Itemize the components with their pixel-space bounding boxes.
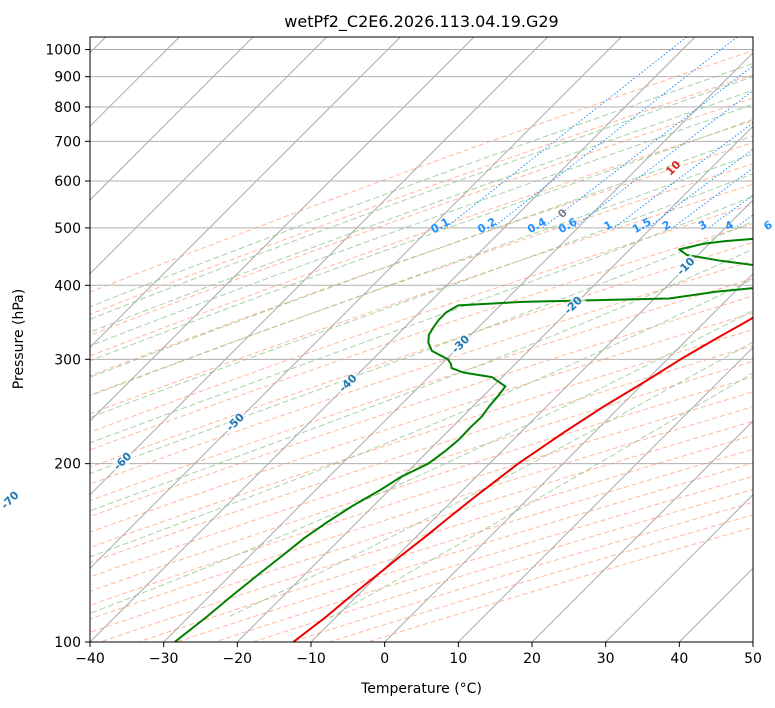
x-tick-label: 50 — [744, 651, 762, 667]
isotherm-label-bg — [673, 253, 700, 280]
isotherm-line — [90, 37, 622, 570]
dry-adiabat-line — [90, 328, 753, 548]
moist-adiabat-line — [90, 63, 753, 308]
dry-adiabat-line — [214, 475, 753, 642]
mixing-ratio-line — [492, 37, 738, 229]
x-tick-label: 40 — [670, 651, 688, 667]
y-tick-label: 500 — [54, 221, 81, 237]
isotherm-line — [531, 420, 753, 642]
y-tick-label: 900 — [54, 70, 81, 86]
y-tick-label: 700 — [54, 134, 81, 150]
x-tick-label: 30 — [597, 651, 615, 667]
x-tick-label: 10 — [449, 651, 467, 667]
dry-adiabat-line — [90, 376, 753, 592]
moist-adiabat-line — [90, 135, 753, 378]
y-tick-label: 300 — [54, 352, 81, 368]
x-axis-label: Temperature (°C) — [360, 681, 482, 697]
y-axis-label: Pressure (hPa) — [11, 289, 27, 389]
mixing-ratio-line — [542, 65, 753, 229]
moist-adiabat-line — [90, 103, 753, 347]
dry-adiabat-line — [90, 277, 753, 501]
mixing-ratio-line — [613, 122, 753, 229]
y-tick-label: 600 — [54, 174, 81, 190]
isotherm-line — [90, 37, 401, 349]
y-tick-label: 800 — [54, 100, 81, 116]
moist-adiabat-line — [227, 341, 753, 618]
chart-title: wetPf2_C2E6.2026.113.04.19.G29 — [284, 12, 558, 32]
dry-adiabat-line — [90, 312, 753, 533]
dry-adiabat-line — [90, 345, 753, 563]
y-tick-label: 100 — [54, 635, 81, 651]
temperature-line — [292, 316, 753, 642]
y-tick-label: 1000 — [45, 43, 81, 59]
background-lines — [90, 37, 753, 642]
isotherm-line — [90, 37, 549, 496]
y-tick-label: 400 — [54, 278, 81, 294]
isotherm-line — [310, 199, 753, 642]
moist-adiabat-line — [90, 153, 753, 397]
dry-adiabat-line — [90, 141, 753, 377]
dry-adiabat-line — [252, 488, 753, 642]
axis-ticks: −40 −30 −20 −10 0 10 20 30 40 50 100 200 300 400 500 60… — [45, 43, 762, 667]
dewpoint-line — [174, 237, 753, 642]
dry-adiabat-line — [290, 501, 753, 642]
x-tick-label: −20 — [223, 651, 253, 667]
mixing-ratio-line — [445, 37, 688, 229]
isotherm-label-bg — [0, 487, 24, 514]
x-tick-label: 20 — [523, 651, 541, 667]
dry-adiabat-line — [90, 360, 753, 578]
isotherm-line — [457, 346, 753, 642]
y-tick-label: 200 — [54, 457, 81, 473]
dry-adiabat-line — [90, 183, 753, 415]
moist-adiabat-line — [90, 89, 753, 333]
x-tick-label: 0 — [380, 651, 389, 667]
x-tick-label: −30 — [149, 651, 179, 667]
isotherm-line — [384, 272, 753, 642]
isotherm-label-bg — [223, 409, 249, 436]
mixing-ratio-line — [672, 167, 753, 229]
isotherm-label-bg — [560, 292, 587, 319]
dry-adiabat-line — [90, 241, 753, 468]
x-tick-label: −40 — [75, 651, 105, 667]
isotherm-label-bg — [110, 448, 136, 475]
plot-frame — [89, 36, 754, 643]
isotherm-line — [90, 37, 696, 642]
isotherm-line — [236, 125, 753, 642]
isotherm-line — [90, 37, 254, 201]
isotherm-label-bg — [335, 370, 362, 397]
isotherm-line — [90, 37, 475, 422]
dry-adiabat-line — [138, 448, 753, 642]
isotherm-line — [605, 493, 753, 642]
x-tick-label: −10 — [296, 651, 326, 667]
dry-adiabat-line — [176, 462, 753, 642]
sounding-series — [174, 237, 753, 642]
dry-adiabat-line — [90, 203, 753, 433]
moist-adiabat-line — [329, 372, 753, 618]
isotherm-line — [90, 37, 328, 275]
moist-adiabat-line — [90, 248, 753, 512]
dry-adiabat-line — [90, 391, 753, 606]
isotherm-label-bg — [448, 331, 474, 358]
